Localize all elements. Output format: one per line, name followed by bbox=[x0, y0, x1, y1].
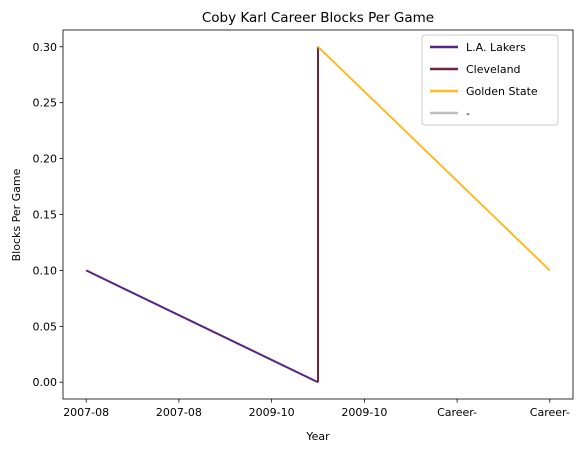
legend-label: - bbox=[466, 107, 470, 120]
x-tick-label: 2007-08 bbox=[156, 406, 202, 419]
y-tick-label: 0.25 bbox=[33, 97, 58, 110]
y-tick-label: 0.15 bbox=[33, 209, 58, 222]
x-axis: 2007-08 2007-08 2009-10 2009-10 Career- Caree… bbox=[63, 399, 570, 419]
chart-title: Coby Karl Career Blocks Per Game bbox=[202, 10, 434, 26]
y-tick-label: 0.20 bbox=[33, 153, 58, 166]
x-tick-label: 2009-10 bbox=[341, 406, 387, 419]
legend-label: Cleveland bbox=[466, 63, 521, 76]
y-tick-label: 0.10 bbox=[33, 264, 58, 277]
legend-box bbox=[421, 34, 559, 126]
y-tick-label: 0.30 bbox=[33, 41, 58, 54]
y-axis: 0.00 0.05 0.10 0.15 0.20 0.25 0.30 bbox=[33, 41, 63, 389]
series-layer bbox=[85, 46, 551, 384]
x-tick-label: 2009-10 bbox=[249, 406, 295, 419]
legend: L.A. Lakers Cleveland Golden State - bbox=[421, 34, 559, 126]
legend-label: Golden State bbox=[466, 85, 538, 98]
x-tick-label: 2007-08 bbox=[63, 406, 109, 419]
x-tick-label: Career- bbox=[530, 406, 570, 419]
x-axis-label: Year bbox=[305, 430, 330, 443]
x-tick-label: Career- bbox=[437, 406, 477, 419]
y-axis-label: Blocks Per Game bbox=[10, 168, 23, 261]
y-tick-label: 0.05 bbox=[33, 320, 58, 333]
series-line bbox=[85, 269, 319, 384]
series-line bbox=[317, 46, 551, 272]
legend-label: L.A. Lakers bbox=[466, 41, 526, 54]
y-tick-label: 0.00 bbox=[33, 376, 58, 389]
